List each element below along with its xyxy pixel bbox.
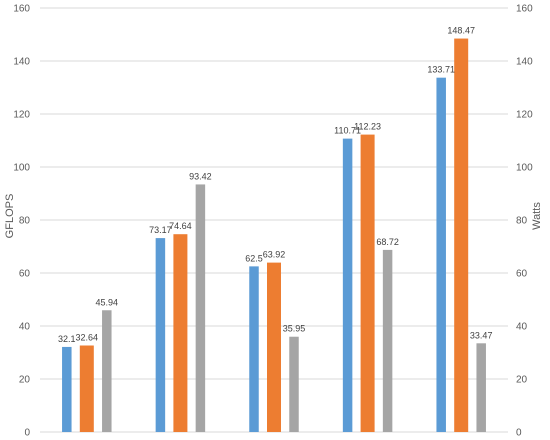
right-tick-label: 120: [516, 110, 533, 121]
data-label: 32.64: [76, 333, 99, 343]
left-tick-label: 40: [19, 322, 31, 333]
left-tick-label: 80: [19, 216, 31, 227]
bar: [289, 336, 299, 432]
data-label: 112.23: [354, 122, 381, 132]
data-label: 68.72: [376, 237, 399, 247]
data-label: 73.17: [149, 225, 172, 235]
data-label: 45.94: [96, 297, 119, 307]
left-tick-label: 60: [19, 269, 31, 280]
left-axis-title: GFLOPS: [4, 194, 16, 239]
left-tick-label: 140: [13, 57, 30, 68]
bar: [173, 234, 188, 432]
bar: [267, 262, 281, 432]
data-label: 110.71: [334, 126, 361, 136]
bar: [360, 134, 375, 432]
right-axis-title: Watts: [531, 202, 543, 230]
gridlines: [40, 7, 508, 433]
data-label: 62.5: [245, 253, 263, 263]
bars: [62, 38, 486, 432]
left-tick-label: 100: [13, 163, 30, 174]
data-label: 148.47: [447, 26, 475, 36]
bar: [195, 184, 206, 432]
bar: [476, 343, 486, 432]
data-label: 32.1: [58, 334, 76, 344]
data-label: 33.47: [470, 330, 493, 340]
right-tick-label: 0: [516, 428, 522, 439]
data-label: 93.42: [189, 171, 212, 181]
left-tick-label: 120: [13, 110, 30, 121]
left-tick-label: 160: [13, 4, 30, 15]
bar: [62, 346, 72, 432]
data-label: 63.92: [263, 250, 286, 260]
bar: [249, 266, 259, 432]
bar: [436, 77, 446, 432]
right-tick-label: 160: [516, 4, 533, 15]
bar: [342, 138, 353, 432]
bar: [155, 238, 166, 432]
bar: [454, 38, 469, 432]
left-axis-ticks: 0 20 40 60 80 100 120 140 160: [13, 4, 30, 439]
right-tick-label: 100: [516, 163, 533, 174]
right-tick-label: 60: [516, 269, 528, 280]
bar: [102, 310, 112, 432]
right-tick-label: 20: [516, 375, 528, 386]
right-tick-label: 140: [516, 57, 533, 68]
right-tick-label: 40: [516, 322, 528, 333]
left-tick-label: 0: [24, 428, 30, 439]
right-axis-ticks: 0 20 40 60 80 100 120 140 160: [516, 4, 533, 439]
data-label: 74.64: [169, 221, 192, 231]
bar: [382, 249, 393, 432]
data-label: 133.71: [427, 65, 455, 75]
bar: [79, 345, 94, 432]
data-label: 35.95: [283, 324, 306, 334]
right-tick-label: 80: [516, 216, 528, 227]
left-tick-label: 20: [19, 375, 31, 386]
data-labels: 32.1 73.17 62.5 110.71 133.71 32.64 74.64 63.92…: [58, 26, 492, 344]
